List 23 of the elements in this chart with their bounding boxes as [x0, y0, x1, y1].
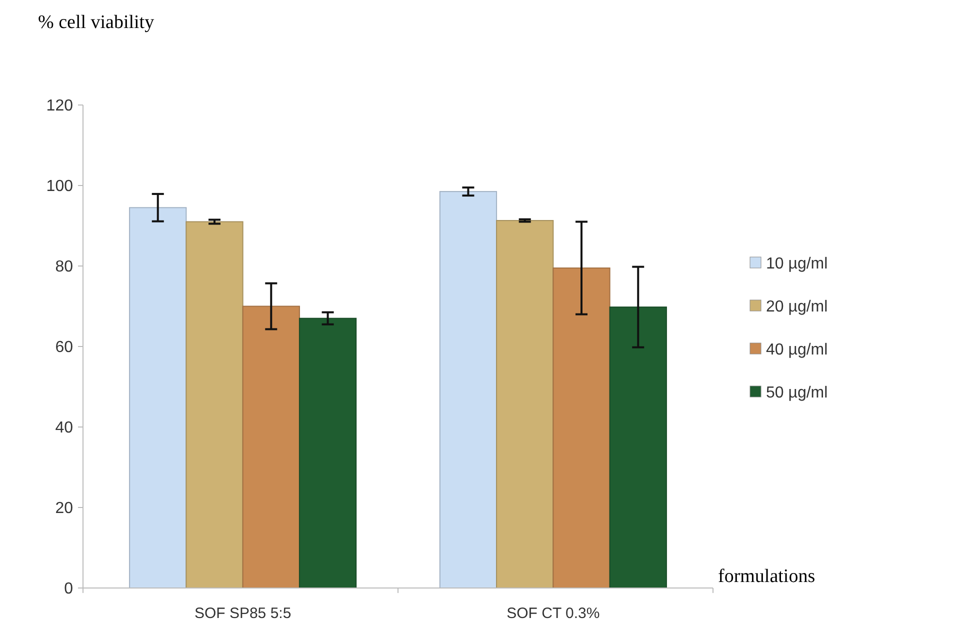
- bar: [242, 306, 300, 588]
- bar: [129, 207, 187, 588]
- y-tick-label: 100: [46, 178, 74, 196]
- y-axis-title: % cell viability: [38, 12, 155, 33]
- bar: [609, 306, 667, 588]
- y-tick-label: 40: [55, 420, 74, 437]
- legend-label: 10 µg/ml: [766, 256, 828, 273]
- legend-label: 40 µg/ml: [766, 342, 828, 359]
- bar: [439, 191, 498, 588]
- y-tick-label: 120: [46, 98, 74, 115]
- x-tick-label: SOF CT 0.3%: [506, 605, 600, 622]
- x-axis-title: formulations: [718, 566, 816, 587]
- legend-label: 50 µg/ml: [766, 384, 828, 402]
- y-tick-label: 0: [64, 580, 74, 598]
- y-tick-label: 60: [55, 339, 74, 356]
- y-tick-label: 20: [55, 500, 74, 518]
- legend-label: 20 µg/ml: [766, 298, 828, 316]
- x-tick-label: SOF SP85 5:5: [194, 605, 292, 622]
- bar: [552, 268, 610, 588]
- bar: [496, 220, 554, 588]
- bar: [186, 221, 244, 588]
- y-tick-label: 80: [55, 258, 74, 276]
- bar: [298, 318, 357, 588]
